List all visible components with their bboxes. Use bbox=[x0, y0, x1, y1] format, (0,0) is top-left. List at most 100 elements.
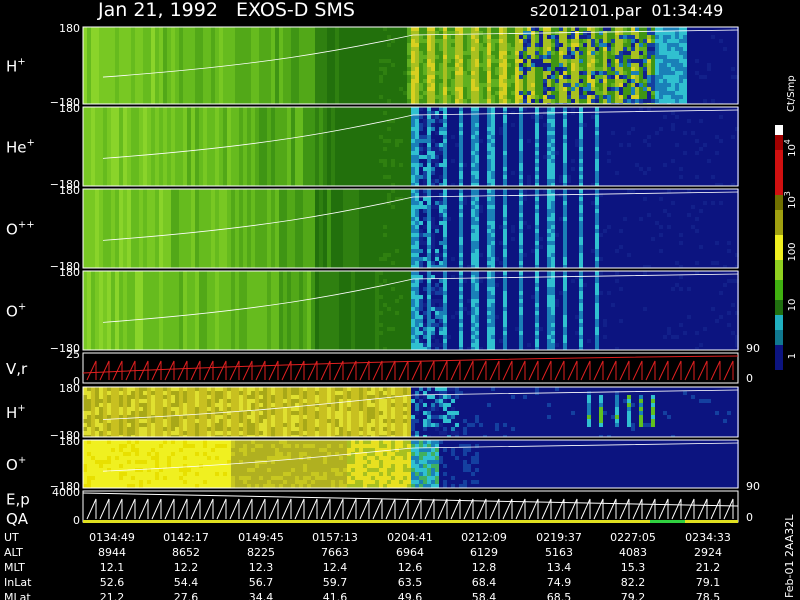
spectro-cell bbox=[519, 213, 523, 217]
spectro-cell bbox=[699, 95, 703, 99]
spectro-cell bbox=[463, 205, 467, 209]
spectro-cell bbox=[431, 147, 435, 151]
spectro-cell bbox=[675, 127, 679, 131]
spectro-cell bbox=[699, 171, 703, 175]
spectro-cell bbox=[395, 43, 399, 47]
spectro-cell bbox=[507, 179, 511, 183]
spectro-cell bbox=[455, 119, 459, 123]
spectro-cell bbox=[707, 91, 711, 95]
spectro-cell bbox=[699, 147, 703, 151]
spectro-cell bbox=[379, 51, 383, 55]
spectro-cell bbox=[555, 189, 559, 193]
spectro-cell bbox=[531, 83, 535, 87]
spectro-cell bbox=[651, 155, 655, 159]
spectro-cell bbox=[699, 27, 703, 31]
spectro-cell bbox=[539, 135, 543, 139]
spectro-cell bbox=[507, 197, 511, 201]
spectro-cell bbox=[407, 171, 411, 175]
spectro-cell bbox=[579, 147, 583, 151]
spectro-cell bbox=[591, 155, 595, 159]
spectro-cell bbox=[723, 87, 727, 91]
spectro-cell bbox=[571, 179, 575, 183]
spectro-cell bbox=[571, 155, 575, 159]
spectro-cell bbox=[447, 241, 451, 245]
spectro-cell bbox=[607, 147, 611, 151]
spectro-cell bbox=[535, 229, 539, 233]
spectro-cell bbox=[731, 107, 735, 111]
spectro-cell bbox=[567, 189, 571, 193]
spectro-column bbox=[159, 107, 163, 186]
spectro-cell bbox=[631, 123, 635, 127]
spectro-cell bbox=[635, 151, 639, 155]
spectro-cell bbox=[639, 55, 643, 59]
spectro-cell bbox=[415, 265, 419, 268]
spectro-cell bbox=[495, 217, 499, 221]
spectro-cell bbox=[487, 151, 491, 155]
spectro-cell bbox=[603, 87, 607, 91]
spectro-cell bbox=[467, 171, 471, 175]
spectro-cell bbox=[587, 155, 591, 159]
spectro-cell bbox=[667, 63, 671, 67]
spectro-cell bbox=[715, 119, 719, 123]
spectro-column bbox=[335, 107, 339, 186]
spectro-cell bbox=[427, 261, 431, 265]
spectro-cell bbox=[391, 253, 395, 257]
spectro-cell bbox=[447, 147, 451, 151]
spectro-column bbox=[123, 27, 127, 104]
spectro-cell bbox=[483, 135, 487, 139]
spectro-cell bbox=[439, 241, 443, 245]
spectro-cell bbox=[479, 209, 483, 213]
spectro-cell bbox=[495, 51, 499, 55]
spectro-cell bbox=[415, 201, 419, 205]
spectro-cell bbox=[559, 91, 563, 95]
spectro-cell bbox=[515, 131, 519, 135]
spectro-cell bbox=[539, 51, 543, 55]
spectro-cell bbox=[399, 155, 403, 159]
spectro-cell bbox=[599, 55, 603, 59]
spectro-cell bbox=[691, 183, 695, 186]
spectro-cell bbox=[535, 201, 539, 205]
spectro-cell bbox=[539, 189, 543, 193]
spectro-cell bbox=[679, 47, 683, 51]
spectro-cell bbox=[431, 175, 435, 179]
spectro-cell bbox=[507, 193, 511, 197]
spectro-cell bbox=[623, 131, 627, 135]
spectro-cell bbox=[599, 87, 603, 91]
spectro-cell bbox=[555, 175, 559, 179]
spectro-cell bbox=[607, 107, 611, 111]
spectro-cell bbox=[455, 221, 459, 225]
spectro-cell bbox=[403, 107, 407, 111]
spectro-cell bbox=[611, 179, 615, 183]
spectro-cell bbox=[439, 95, 443, 99]
spectro-cell bbox=[407, 143, 411, 147]
spectro-cell bbox=[527, 47, 531, 51]
spectro-cell bbox=[539, 119, 543, 123]
spectro-cell bbox=[627, 119, 631, 123]
spectro-cell bbox=[727, 131, 731, 135]
spectro-cell bbox=[675, 87, 679, 91]
spectro-cell bbox=[479, 201, 483, 205]
spectro-cell bbox=[495, 107, 499, 111]
spectro-column bbox=[127, 189, 131, 268]
spectro-cell bbox=[467, 151, 471, 155]
spectro-cell bbox=[591, 123, 595, 127]
spectro-cell bbox=[651, 135, 655, 139]
spectro-cell bbox=[419, 87, 423, 91]
spectro-cell bbox=[459, 87, 463, 91]
spectro-cell bbox=[563, 163, 567, 167]
spectro-column bbox=[215, 27, 219, 104]
spectro-cell bbox=[415, 75, 419, 79]
spectro-cell bbox=[627, 159, 631, 163]
spectro-cell bbox=[463, 39, 467, 43]
spectro-cell bbox=[383, 183, 387, 186]
spectro-cell bbox=[699, 115, 703, 119]
spectro-cell bbox=[735, 51, 739, 55]
spectro-cell bbox=[391, 123, 395, 127]
spectro-cell bbox=[467, 189, 471, 193]
spectro-cell bbox=[499, 249, 503, 253]
spectro-cell bbox=[699, 163, 703, 167]
spectro-cell bbox=[595, 221, 599, 225]
spectro-cell bbox=[427, 27, 431, 31]
spectro-cell bbox=[647, 131, 651, 135]
spectro-cell bbox=[443, 209, 447, 213]
